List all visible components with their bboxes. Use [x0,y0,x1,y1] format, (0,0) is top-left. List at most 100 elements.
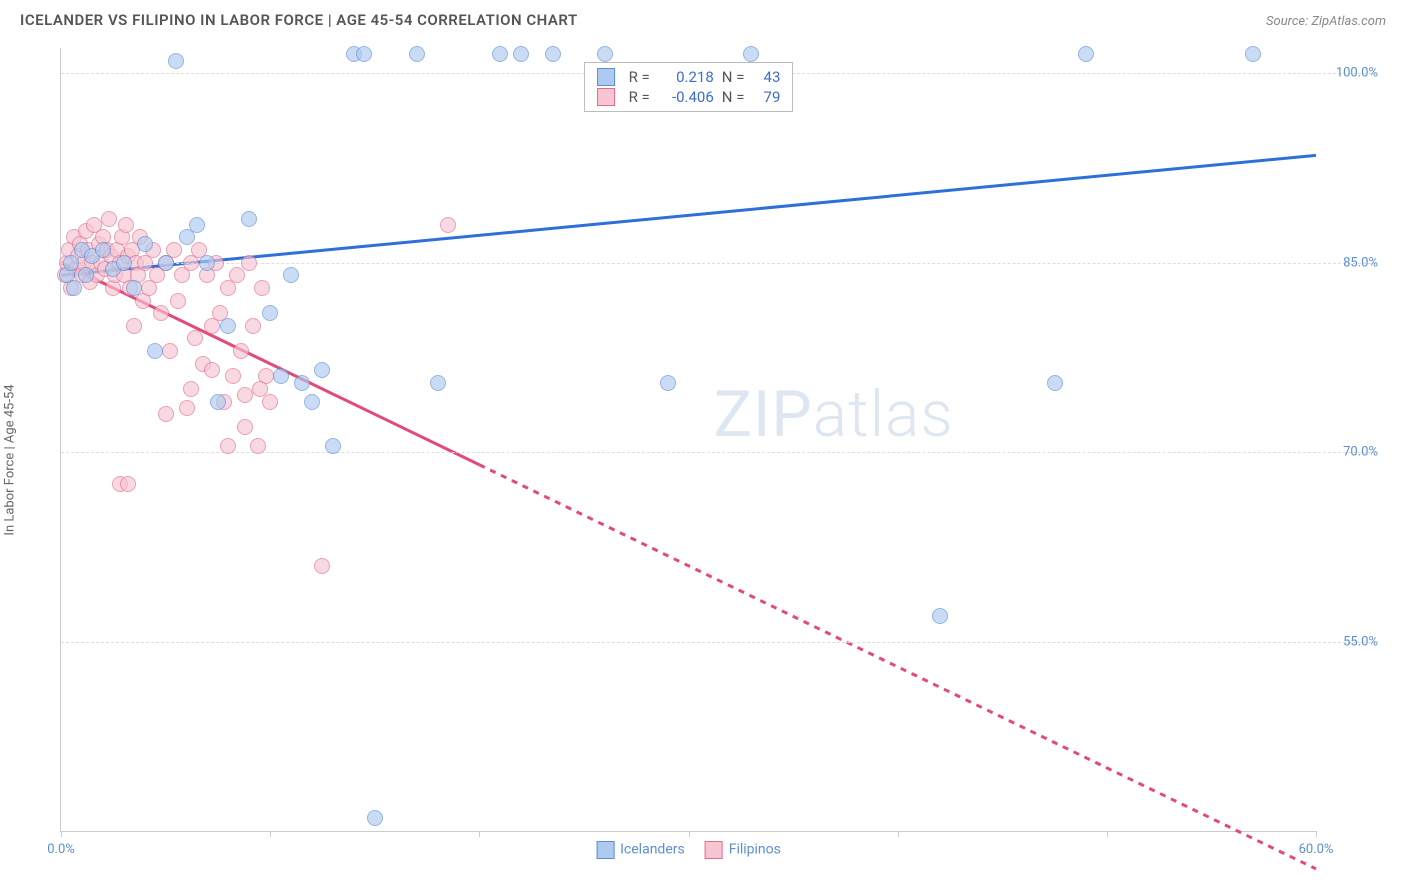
scatter-point-icelander [168,53,184,69]
scatter-point-icelander [126,280,142,296]
scatter-point-filipino [187,330,203,346]
scatter-point-icelander [179,229,195,245]
y-tick-label: 55.0% [1343,634,1378,649]
scatter-point-icelander [1078,46,1094,62]
scatter-point-filipino [118,217,134,233]
scatter-point-icelander [147,343,163,359]
y-axis-label: In Labor Force | Age 45-54 [3,384,18,535]
r-label: R = [629,68,650,86]
scatter-point-filipino [162,343,178,359]
x-tick [479,831,480,837]
scatter-point-icelander [78,267,94,283]
legend-item-filipinos: Filipinos [705,841,781,859]
scatter-point-filipino [252,381,268,397]
scatter-point-icelander [932,608,948,624]
n-label: N = [722,68,745,86]
legend-label: Icelanders [620,842,685,858]
scatter-point-filipino [250,438,266,454]
chart-area: In Labor Force | Age 45-54 ZIPatlas R = … [20,48,1386,872]
scatter-point-filipino [170,293,186,309]
plot-region: ZIPatlas R = 0.218 N = 43 R = -0.406 N =… [60,48,1316,832]
x-tick [1107,831,1108,837]
x-axis-legend: Icelanders Filipinos [596,841,781,859]
scatter-point-filipino [204,362,220,378]
scatter-point-filipino [314,558,330,574]
scatter-point-icelander [430,375,446,391]
x-tick [61,831,62,837]
y-tick-label: 85.0% [1343,255,1378,270]
scatter-point-icelander [220,318,236,334]
n-value: 79 [752,88,780,106]
scatter-point-icelander [597,46,613,62]
r-value: 0.218 [658,68,714,86]
scatter-point-filipino [254,280,270,296]
swatch-blue-icon [596,841,614,859]
scatter-point-icelander [210,394,226,410]
scatter-point-icelander [199,255,215,271]
scatter-point-filipino [120,476,136,492]
scatter-point-icelander [314,362,330,378]
r-value: -0.406 [658,88,714,106]
scatter-point-icelander [294,375,310,391]
y-tick-label: 100.0% [1336,66,1378,81]
scatter-point-icelander [137,236,153,252]
scatter-point-icelander [189,217,205,233]
scatter-point-filipino [153,305,169,321]
scatter-point-filipino [241,255,257,271]
swatch-pink-icon [705,841,723,859]
swatch-blue-icon [597,68,615,86]
scatter-point-filipino [101,211,117,227]
scatter-point-filipino [237,387,253,403]
scatter-point-filipino [440,217,456,233]
scatter-point-filipino [233,343,249,359]
x-tick [270,831,271,837]
scatter-point-icelander [95,242,111,258]
chart-title: ICELANDER VS FILIPINO IN LABOR FORCE | A… [20,11,578,29]
scatter-point-icelander [158,255,174,271]
scatter-point-icelander [241,211,257,227]
scatter-point-icelander [492,46,508,62]
swatch-pink-icon [597,88,615,106]
scatter-point-filipino [179,400,195,416]
legend-label: Filipinos [729,842,781,858]
scatter-point-icelander [273,368,289,384]
scatter-point-filipino [158,406,174,422]
gridline [61,263,1376,264]
scatter-point-filipino [245,318,261,334]
x-tick-label: 0.0% [47,842,75,857]
scatter-point-icelander [1047,375,1063,391]
stat-row-icelanders: R = 0.218 N = 43 [597,67,781,87]
scatter-point-icelander [63,255,79,271]
scatter-point-icelander [743,46,759,62]
x-tick [898,831,899,837]
x-tick-label: 60.0% [1299,842,1334,857]
scatter-point-icelander [116,255,132,271]
y-tick-label: 70.0% [1343,445,1378,460]
correlation-stat-box: R = 0.218 N = 43 R = -0.406 N = 79 [584,62,794,112]
scatter-point-icelander [325,438,341,454]
x-tick [689,831,690,837]
scatter-point-filipino [126,318,142,334]
trend-line-filipinos-dashed [479,465,1316,869]
source-attribution: Source: ZipAtlas.com [1266,10,1386,29]
scatter-point-filipino [237,419,253,435]
trend-lines-layer [61,48,1316,831]
scatter-point-icelander [409,46,425,62]
scatter-point-filipino [225,368,241,384]
scatter-point-icelander [356,46,372,62]
scatter-point-icelander [283,267,299,283]
stat-row-filipinos: R = -0.406 N = 79 [597,87,781,107]
scatter-point-icelander [545,46,561,62]
n-label: N = [722,88,745,106]
scatter-point-filipino [220,438,236,454]
scatter-point-icelander [262,305,278,321]
r-label: R = [629,88,650,106]
gridline [61,642,1376,643]
scatter-point-filipino [183,381,199,397]
scatter-point-icelander [513,46,529,62]
n-value: 43 [752,68,780,86]
scatter-point-icelander [1245,46,1261,62]
scatter-point-icelander [304,394,320,410]
scatter-point-filipino [262,394,278,410]
source-prefix: Source: [1266,14,1311,29]
